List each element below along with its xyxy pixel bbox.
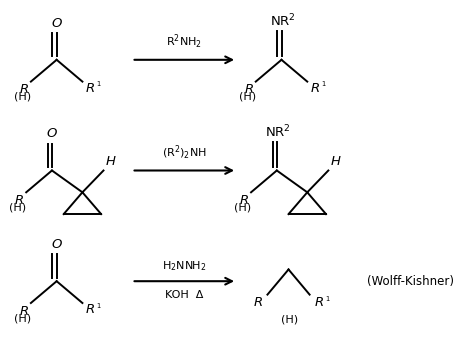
Text: O: O	[52, 17, 62, 30]
Text: H: H	[106, 155, 116, 168]
Text: R: R	[86, 81, 95, 94]
Text: (H): (H)	[282, 315, 299, 325]
Text: NR$^2$: NR$^2$	[265, 124, 291, 140]
Text: H: H	[331, 155, 341, 168]
Text: NR$^2$: NR$^2$	[270, 13, 295, 30]
Text: (H): (H)	[14, 92, 31, 102]
Text: $^1$: $^1$	[97, 303, 102, 313]
Text: KOH  Δ: KOH Δ	[165, 290, 203, 300]
Text: (Wolff-Kishner): (Wolff-Kishner)	[367, 275, 454, 288]
Text: O: O	[47, 127, 57, 140]
Text: $^1$: $^1$	[325, 296, 331, 306]
Text: R: R	[254, 296, 263, 309]
Text: (R$^2$)$_2$NH: (R$^2$)$_2$NH	[162, 144, 207, 162]
Text: $^1$: $^1$	[321, 81, 327, 92]
Text: (H): (H)	[9, 202, 26, 212]
Text: R: R	[310, 81, 320, 94]
Text: O: O	[52, 238, 62, 251]
Text: R: R	[244, 83, 254, 96]
Text: R: R	[19, 83, 28, 96]
Text: R: R	[314, 296, 324, 309]
Text: R: R	[239, 194, 249, 207]
Text: $^1$: $^1$	[97, 81, 102, 92]
Text: (H): (H)	[238, 92, 256, 102]
Text: R: R	[86, 303, 95, 316]
Text: H$_2$NNH$_2$: H$_2$NNH$_2$	[162, 259, 207, 273]
Text: (H): (H)	[14, 313, 31, 323]
Text: R$^2$NH$_2$: R$^2$NH$_2$	[166, 33, 202, 51]
Text: (H): (H)	[234, 202, 251, 212]
Text: R: R	[19, 305, 28, 318]
Text: R: R	[15, 194, 24, 207]
